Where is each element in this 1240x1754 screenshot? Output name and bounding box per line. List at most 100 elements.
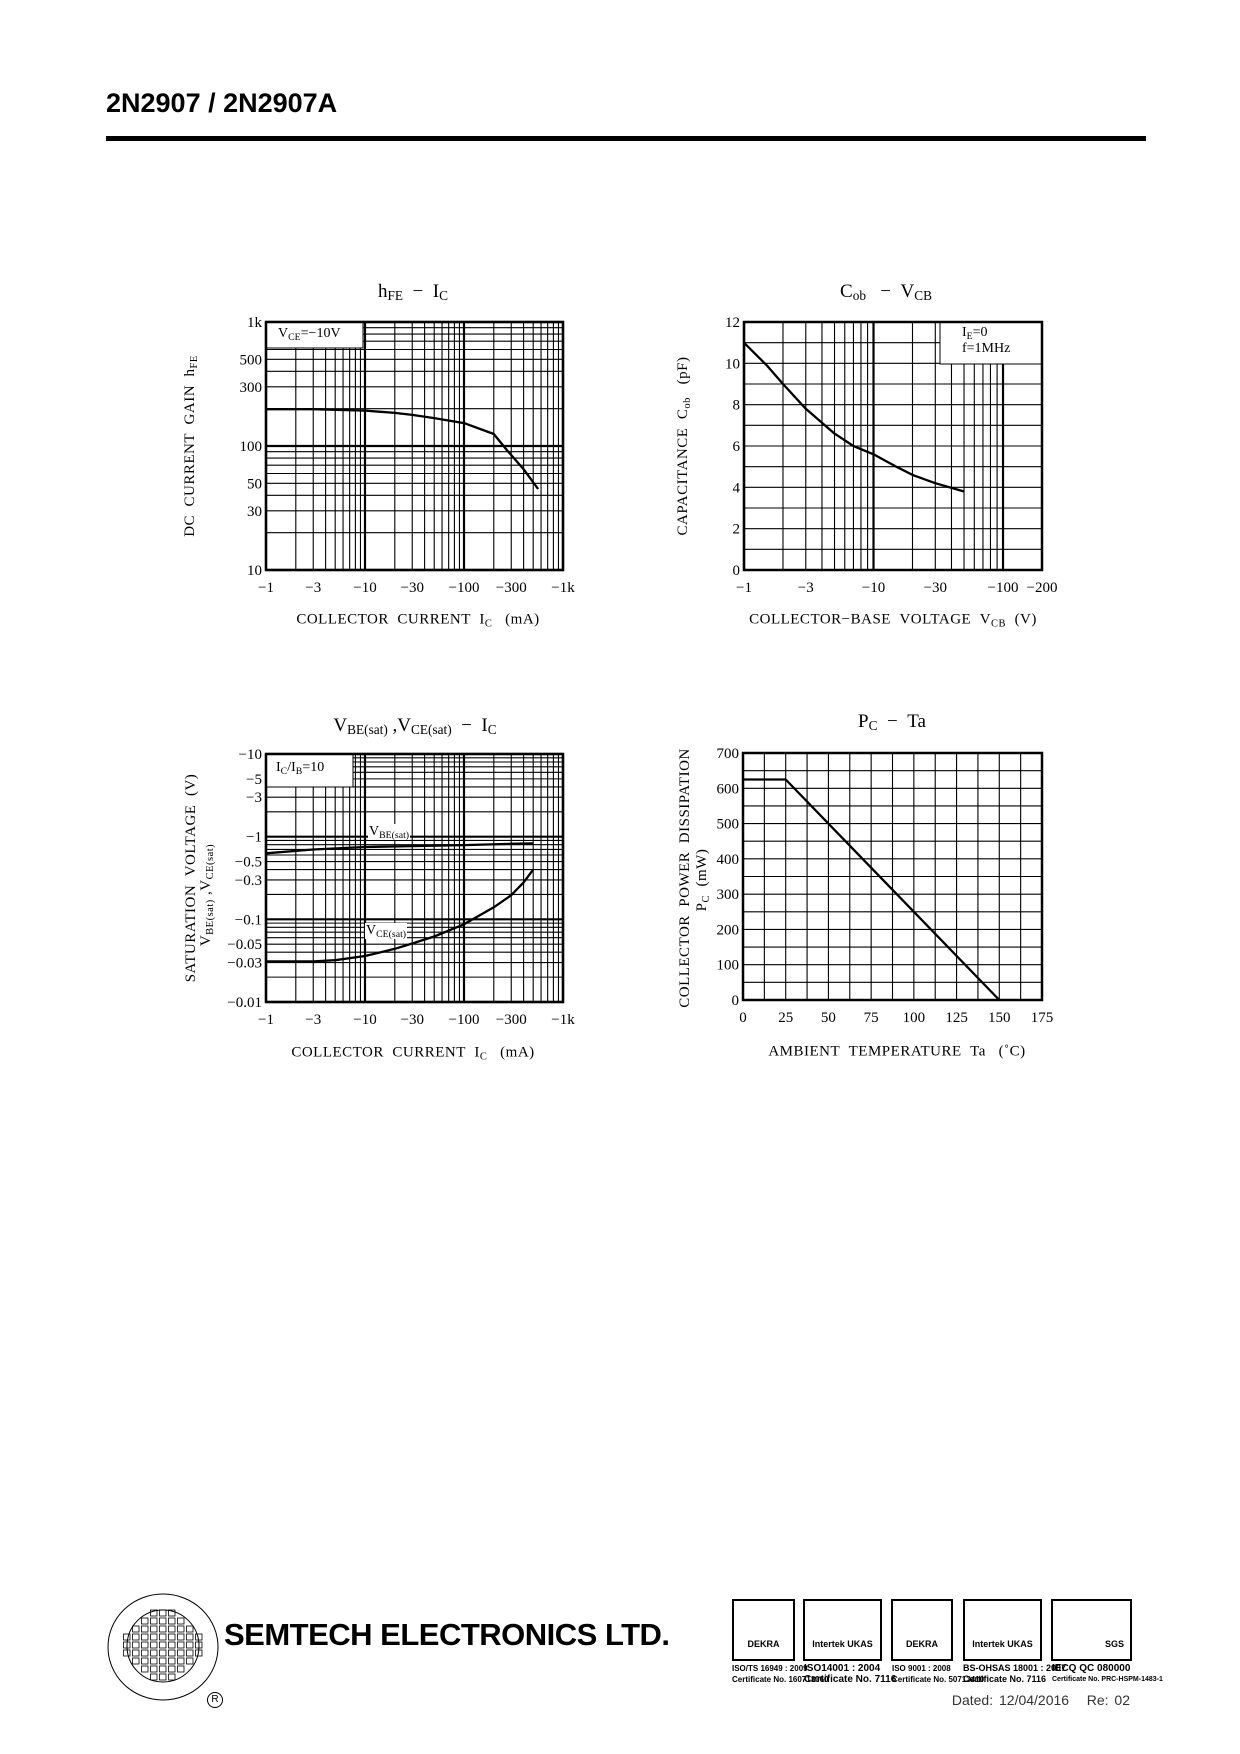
logo-square xyxy=(186,1641,194,1649)
logo-square xyxy=(150,1609,158,1617)
cert-standard: ISO 9001 : 2008 xyxy=(892,1664,951,1673)
chart-title-hfe: hFE − IC xyxy=(378,281,448,303)
x-tick-label: −30 xyxy=(401,1012,424,1028)
x-axis-label-hfe: COLLECTOR CURRENT IC (mA) xyxy=(296,611,540,630)
cert-standard: BS-OHSAS 18001 : 2007 xyxy=(963,1663,1067,1673)
logo-square xyxy=(150,1673,158,1681)
plot-frame xyxy=(741,751,1044,1002)
logo-square xyxy=(141,1625,149,1633)
logo-square xyxy=(150,1649,158,1657)
y-axis-label-pc-2: PC (mW) xyxy=(694,848,712,912)
logo-square xyxy=(159,1617,167,1625)
logo-square xyxy=(150,1657,158,1665)
logo-square xyxy=(159,1665,167,1673)
cert-logo-text: SGS xyxy=(1104,1639,1124,1649)
logo-square xyxy=(195,1641,203,1649)
y-tick-label: 100 xyxy=(240,439,263,455)
logo-square xyxy=(168,1673,176,1681)
y-tick-label: 10 xyxy=(725,356,740,372)
logo-square xyxy=(159,1657,167,1665)
x-tick-label: −3 xyxy=(305,580,321,596)
cert-standard: ISO14001 : 2004 xyxy=(804,1663,881,1674)
logo-square xyxy=(168,1633,176,1641)
cert-standard: IECQ QC 080000 xyxy=(1052,1663,1131,1674)
y-tick-label: 600 xyxy=(717,781,740,797)
logo-square xyxy=(150,1641,158,1649)
x-tick-label: 50 xyxy=(821,1010,836,1026)
logo-square xyxy=(123,1641,131,1649)
logo-square xyxy=(177,1641,185,1649)
x-tick-label: −100 xyxy=(449,1012,480,1028)
legend-vsat: IC/IB=10 xyxy=(276,760,325,777)
logo-square xyxy=(195,1649,203,1657)
logo-square xyxy=(150,1617,158,1625)
cert-number: Certificate No. 7116 xyxy=(804,1674,897,1685)
cert-number: Certificate No. 50713410 xyxy=(892,1675,985,1684)
cert-logo-sgs: SGS xyxy=(1051,1599,1132,1661)
legend-hfe: VCE=−10V xyxy=(278,326,341,343)
y-tick-label: −10 xyxy=(239,747,262,763)
x-tick-label: −1 xyxy=(736,580,752,596)
y-tick-label: −0.3 xyxy=(235,873,262,889)
y-tick-label: 50 xyxy=(247,476,262,492)
registered-mark: R xyxy=(207,1692,223,1708)
logo-square xyxy=(141,1657,149,1665)
logo-square xyxy=(168,1609,176,1617)
cert-logo-text: Intertek UKAS xyxy=(812,1639,873,1649)
y-tick-label: −1 xyxy=(246,830,262,846)
y-tick-label: 100 xyxy=(717,958,740,974)
y-tick-label: 300 xyxy=(240,380,263,396)
y-tick-label: 500 xyxy=(717,817,740,833)
x-tick-label: −100 xyxy=(988,580,1019,596)
logo-square xyxy=(186,1657,194,1665)
logo-square xyxy=(123,1633,131,1641)
chart-1: −1 −3 −10 −30 −100 −200 0 2 4 6 8 10 12 xyxy=(725,315,1057,596)
logo-square xyxy=(150,1625,158,1633)
x-tick-label: −10 xyxy=(353,1012,376,1028)
logo-square xyxy=(132,1649,140,1657)
cert-logo-text: DEKRA xyxy=(747,1639,780,1649)
y-axis-label-pc-1: COLLECTOR POWER DISSIPATION xyxy=(677,748,693,1008)
series-line-0 xyxy=(265,842,534,855)
chart-2: −1 −3 −10 −30 −100 −300 −1k −0.01 −0.03 −0.05 −0.1… xyxy=(227,747,575,1028)
cert-logo-dekra-2: DEKRA xyxy=(891,1599,953,1661)
cert-logo-dekra-1: DEKRA xyxy=(732,1599,795,1661)
y-tick-label: 500 xyxy=(240,352,263,368)
logo-square xyxy=(168,1617,176,1625)
x-tick-label: 100 xyxy=(903,1010,926,1026)
x-tick-label: 0 xyxy=(739,1010,747,1026)
series-line-0 xyxy=(266,408,540,490)
y-tick-label: 10 xyxy=(247,563,262,579)
cert-caption-2: ISO14001 : 2004 Certificate No. 7116 xyxy=(804,1663,896,1685)
logo-square xyxy=(132,1625,140,1633)
cert-caption-1: ISO/TS 16949 : 2009 Certificate No. 16071… xyxy=(732,1663,829,1685)
y-tick-label: 700 xyxy=(717,746,740,762)
logo-square xyxy=(141,1649,149,1657)
y-tick-label: 400 xyxy=(717,852,740,868)
logo-square xyxy=(159,1649,167,1657)
cert-logo-intertek-1: Intertek UKAS xyxy=(803,1599,882,1661)
logo-square xyxy=(159,1625,167,1633)
y-tick-label: −5 xyxy=(246,772,262,788)
plot-frame xyxy=(264,752,565,1004)
logo-square xyxy=(168,1641,176,1649)
logo-square xyxy=(132,1633,140,1641)
x-tick-label: 175 xyxy=(1031,1010,1054,1026)
x-tick-label: 125 xyxy=(945,1010,968,1026)
x-axis-label-vsat: COLLECTOR CURRENT IC (mA) xyxy=(291,1044,535,1063)
x-tick-label: −300 xyxy=(496,1012,527,1028)
logo-square xyxy=(150,1633,158,1641)
logo-square xyxy=(177,1625,185,1633)
logo-square xyxy=(159,1609,167,1617)
y-tick-label: 12 xyxy=(725,315,740,331)
plot-frame xyxy=(742,320,1044,572)
logo-square xyxy=(186,1625,194,1633)
x-tick-label: −1 xyxy=(258,580,274,596)
logo-square xyxy=(177,1649,185,1657)
y-tick-label: 30 xyxy=(247,504,262,520)
logo-square xyxy=(168,1649,176,1657)
y-tick-label: −0.03 xyxy=(227,956,262,972)
logo-square xyxy=(177,1617,185,1625)
logo-square xyxy=(195,1633,203,1641)
logo-square xyxy=(177,1633,185,1641)
